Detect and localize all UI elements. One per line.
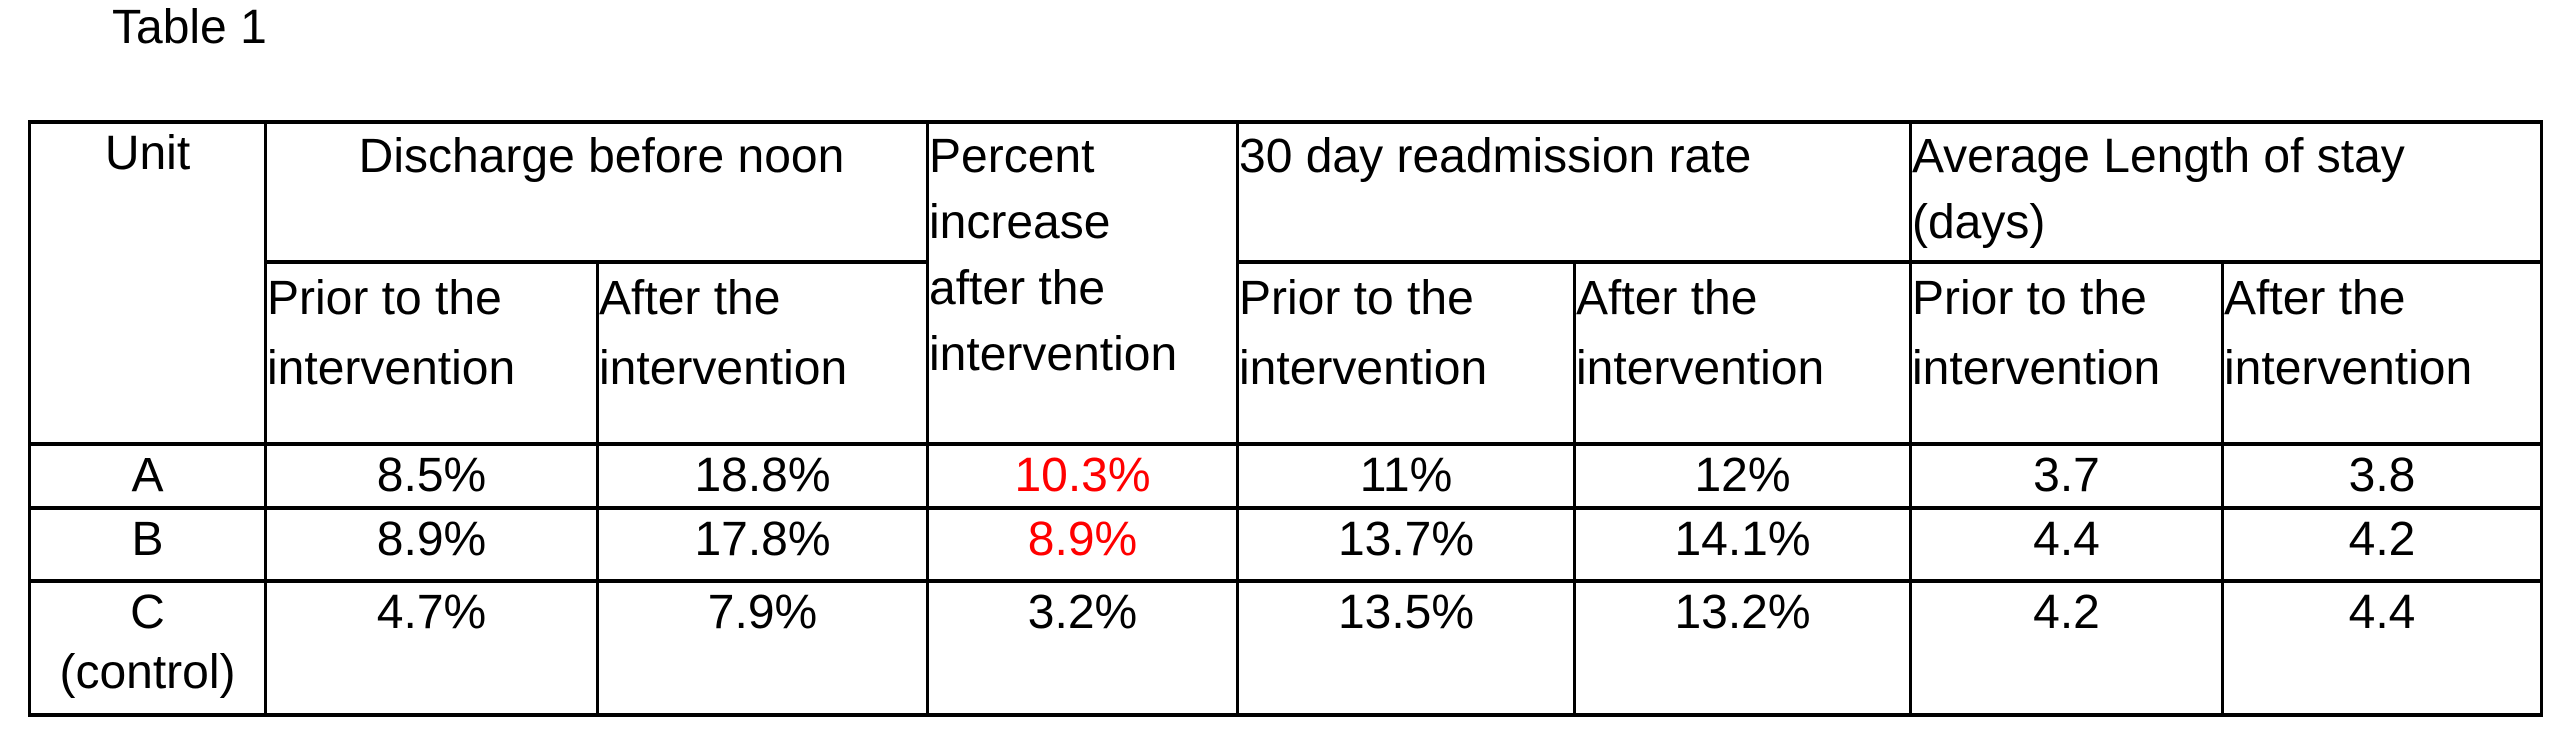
unit-label-c: C	[130, 586, 165, 639]
subheader-readmission-prior: Prior to the intervention	[1236, 260, 1576, 446]
sub-header-row: Prior to the intervention After the inte…	[30, 260, 2544, 446]
cell-c-los-prior: 4.2	[1909, 579, 2224, 717]
data-row-b: B 8.9% 17.8% 8.9% 13.7% 14.1% 4.4 4.2	[28, 506, 2544, 583]
cell-b-los-prior: 4.4	[1909, 506, 2224, 583]
cell-b-unit: B	[28, 506, 267, 583]
cell-c-discharge-after: 7.9%	[596, 579, 929, 717]
subheader-discharge-after: After the intervention	[596, 260, 929, 446]
header-30-day-readmission-rate: 30 day readmission rate	[1236, 120, 1912, 264]
subheader-readmission-after: After the intervention	[1573, 260, 1912, 446]
header-unit: Unit	[28, 120, 267, 446]
cell-c-unit: C (control)	[28, 579, 267, 717]
cell-c-readmission-prior: 13.5%	[1236, 579, 1576, 717]
cell-a-discharge-prior: 8.5%	[264, 442, 599, 510]
cell-a-percent-increase: 10.3%	[926, 442, 1239, 510]
cell-a-discharge-after: 18.8%	[596, 442, 929, 510]
cell-c-percent-increase: 3.2%	[926, 579, 1239, 717]
cell-b-percent-increase: 8.9%	[926, 506, 1239, 583]
cell-a-unit: A	[28, 442, 267, 510]
subheader-discharge-prior: Prior to the intervention	[264, 260, 599, 446]
unit-label-a: A	[131, 449, 164, 502]
results-table: Unit Discharge before noon Percent incre…	[28, 120, 2544, 717]
cell-c-readmission-after: 13.2%	[1573, 579, 1912, 717]
table-title: Table 1	[112, 1, 267, 54]
header-percent-increase: Percent increase after the intervention	[926, 120, 1239, 446]
header-average-length-of-stay: Average Length of stay (days)	[1908, 120, 2544, 264]
cell-a-los-prior: 3.7	[1909, 442, 2224, 510]
cell-a-readmission-prior: 11%	[1236, 442, 1576, 510]
cell-b-los-after: 4.2	[2220, 506, 2544, 583]
cell-c-los-after: 4.4	[2220, 579, 2544, 717]
cell-a-readmission-after: 12%	[1573, 442, 1912, 510]
group-header-row: Unit Discharge before noon Percent incre…	[28, 120, 2544, 446]
cell-b-discharge-after: 17.8%	[596, 506, 929, 583]
subheader-los-prior: Prior to the intervention	[1909, 260, 2224, 446]
data-row-a: A 8.5% 18.8% 10.3% 11% 12% 3.7 3.8	[28, 442, 2544, 510]
unit-label-b: B	[131, 513, 164, 566]
cell-c-discharge-prior: 4.7%	[264, 579, 599, 717]
data-row-c: C (control) 4.7% 7.9% 3.2% 13.5% 13.2% 4…	[28, 579, 2544, 717]
subheader-los-after: After the intervention	[2220, 260, 2544, 446]
cell-b-discharge-prior: 8.9%	[264, 506, 599, 583]
cell-b-readmission-after: 14.1%	[1573, 506, 1912, 583]
header-discharge-before-noon: Discharge before noon	[264, 120, 929, 264]
cell-b-readmission-prior: 13.7%	[1236, 506, 1576, 583]
unit-note-c: (control)	[59, 646, 236, 699]
cell-a-los-after: 3.8	[2220, 442, 2544, 510]
